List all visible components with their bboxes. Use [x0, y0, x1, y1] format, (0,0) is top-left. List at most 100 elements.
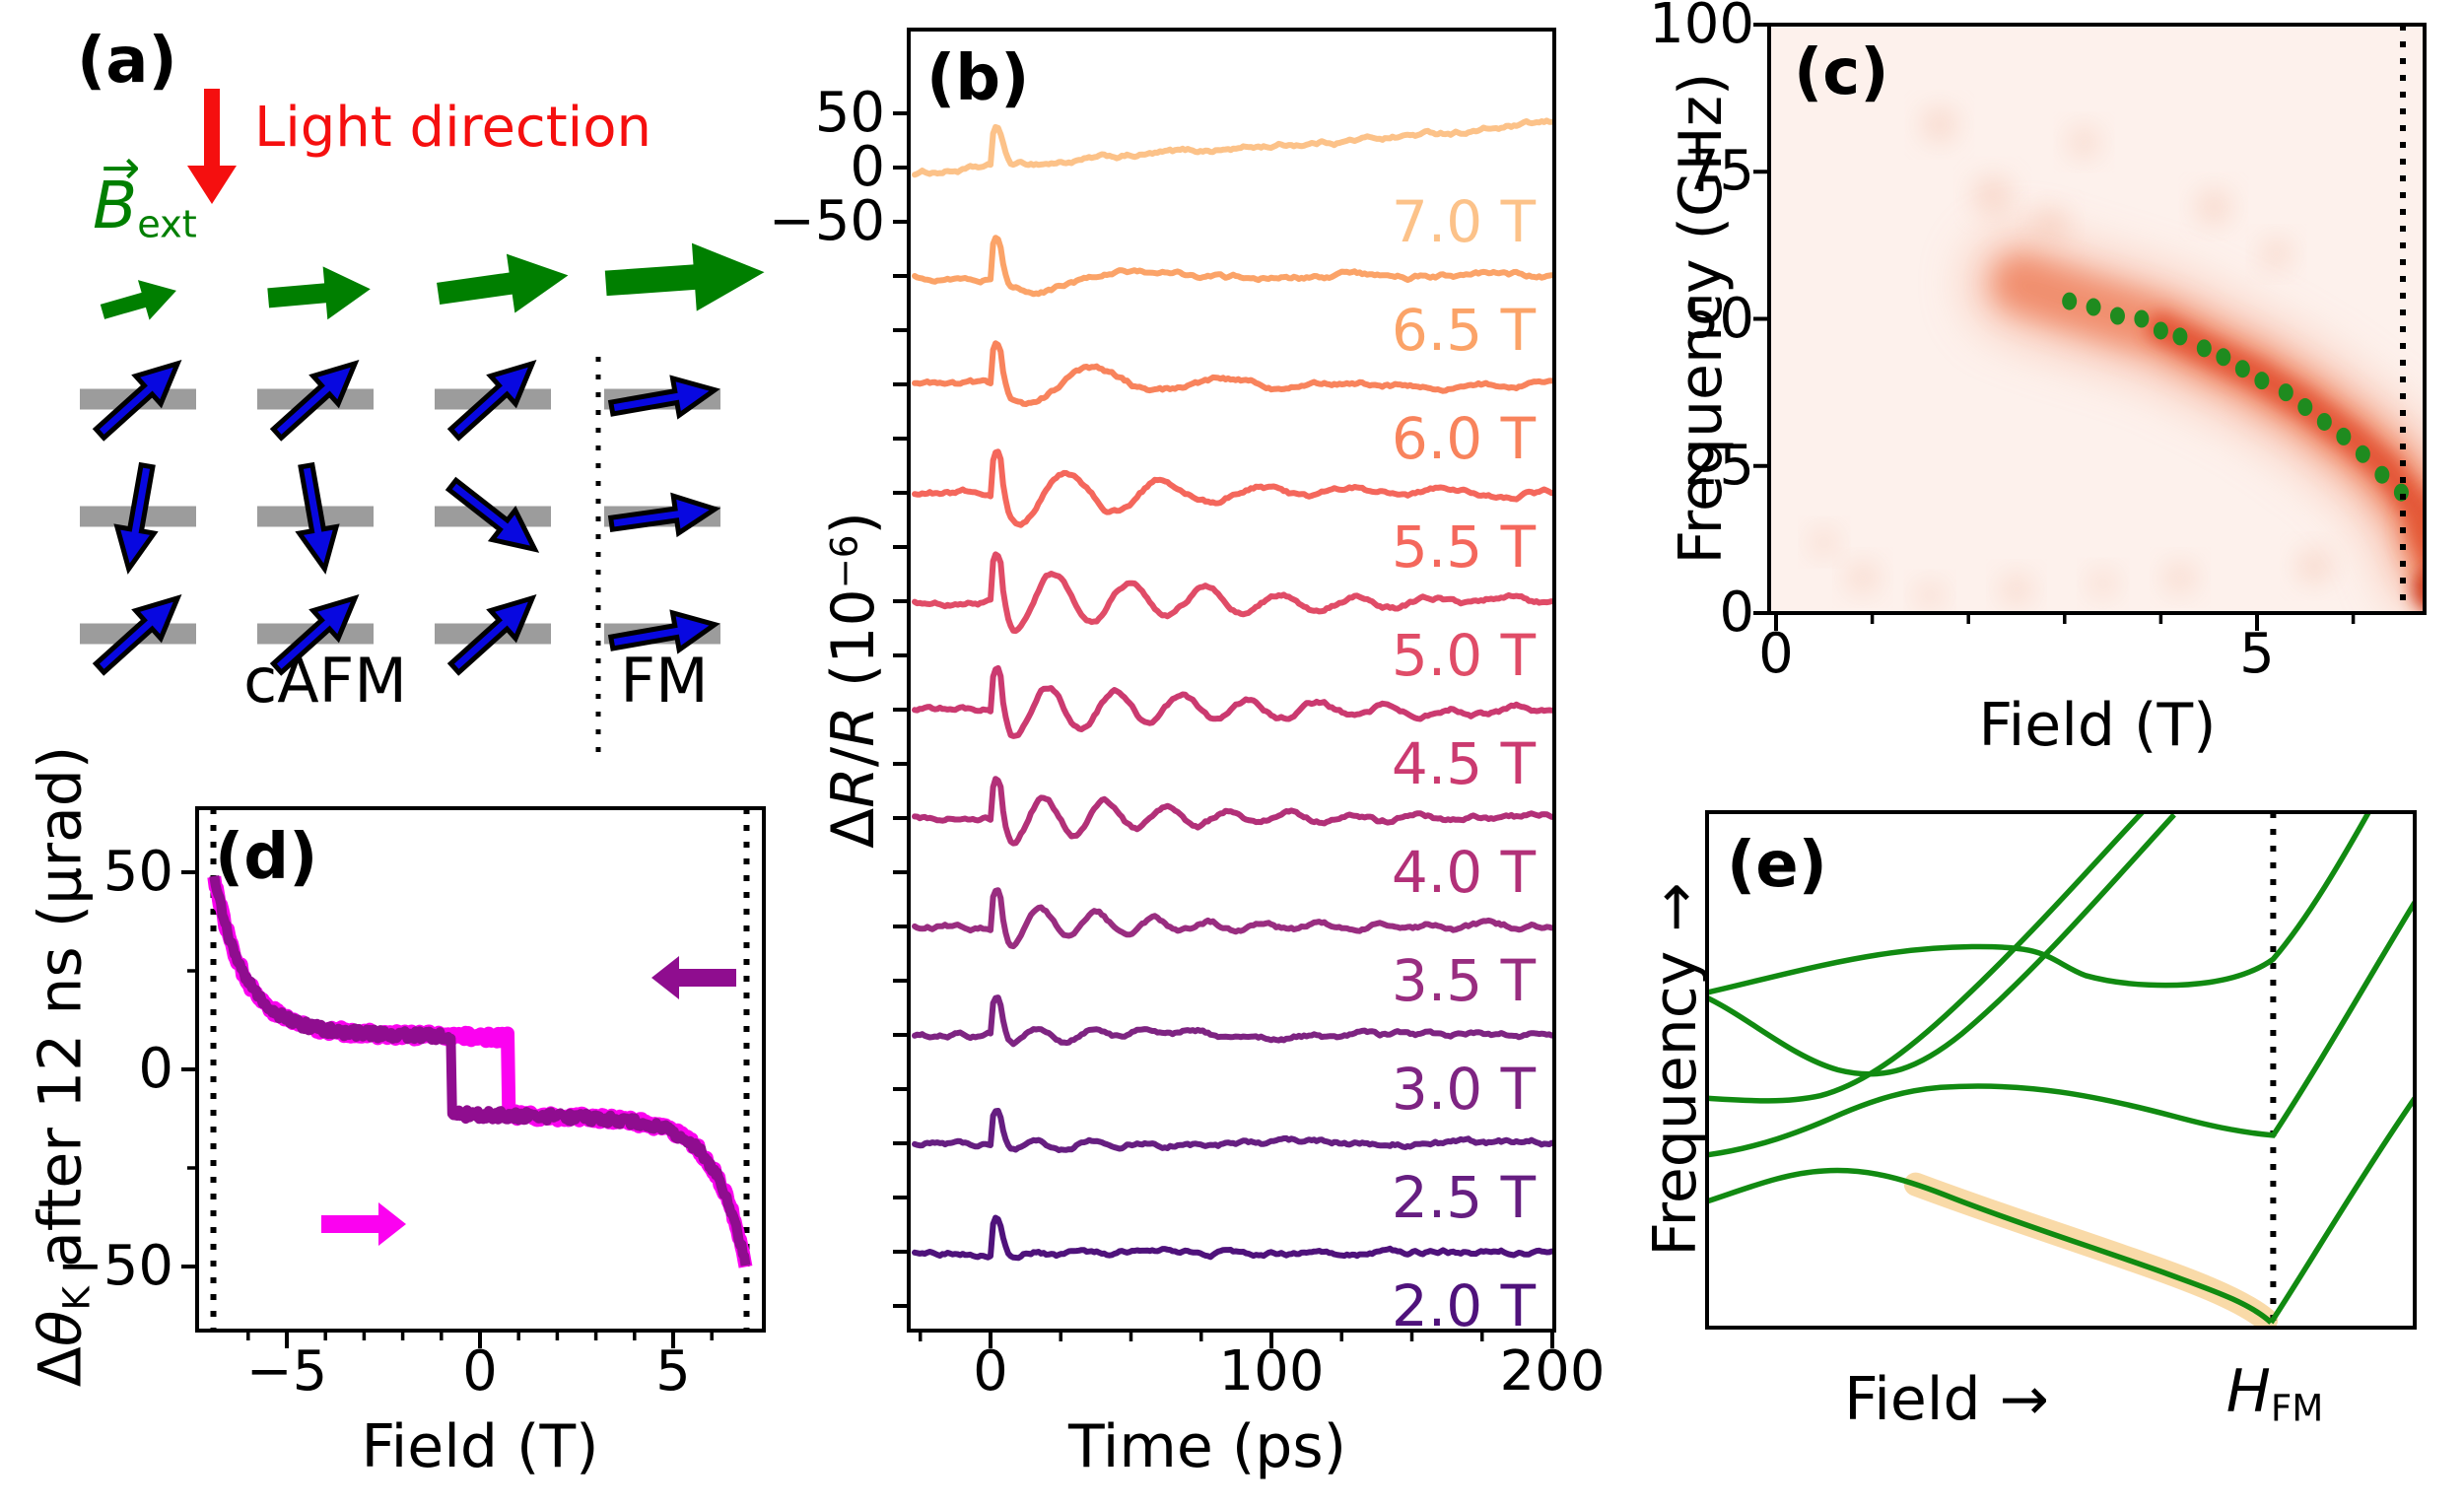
peak-dot [2153, 321, 2168, 340]
d-ytick-50: 50 [103, 840, 173, 904]
spin-arrow [92, 359, 182, 442]
panel-b-label: (b) [926, 42, 1030, 115]
panel-a-label: (a) [77, 25, 177, 98]
peak-dot [2134, 309, 2150, 328]
spin-arrow [269, 593, 360, 676]
panel-c-label: (c) [1794, 36, 1889, 109]
spin-arrow [607, 609, 720, 654]
trace-4.0 T [912, 776, 1552, 847]
magnon-branch-2 [1709, 814, 2145, 1104]
spin-arrow [113, 461, 159, 575]
hysteresis-sweep-up [207, 875, 753, 1268]
d-xtick-5: 5 [655, 1339, 691, 1404]
peak-dot [2336, 427, 2352, 445]
bext-green-arrow-0 [100, 280, 176, 320]
trace-2.5 T [912, 1108, 1552, 1153]
magnon-branch-0 [1709, 814, 2371, 995]
spin-arrow [269, 359, 360, 442]
sweep-up-arrow [321, 1202, 406, 1246]
light-direction-label: Light direction [254, 96, 651, 160]
magnon-branch-5 [2268, 1096, 2413, 1325]
trace-3.0 T [912, 994, 1552, 1048]
peak-dot [2254, 372, 2270, 390]
peak-dot [2086, 298, 2101, 316]
b-trace-label-2: 6.0 T [1391, 405, 1536, 472]
panel-e-label: (e) [1727, 829, 1827, 902]
b-ytick-1: 0 [850, 135, 885, 199]
panel-e-schematic [1705, 810, 2417, 1330]
d-xtick-0: 0 [462, 1339, 498, 1404]
c-ytick-100: 100 [1649, 0, 1754, 56]
c-xlabel: Field (T) [1978, 691, 2217, 760]
b-xtick-2: 200 [1499, 1339, 1606, 1404]
magnon-branch-1 [1709, 814, 2176, 1077]
peak-dot [2062, 292, 2078, 310]
trace-7.0 T [912, 117, 1552, 178]
b-ylabel: ΔR/R (10−6) [819, 512, 888, 849]
spin-arrow [607, 492, 721, 538]
d-ytick--50: −50 [56, 1234, 173, 1298]
peak-dot [2297, 398, 2313, 417]
d-ytick-0: 0 [138, 1037, 173, 1101]
bext-green-arrow-3 [604, 242, 765, 311]
magnon-branch-3 [1709, 901, 2413, 1158]
b-trace-label-6: 4.0 T [1391, 839, 1536, 906]
trace-5.0 T [912, 551, 1552, 635]
peak-dot [2234, 360, 2250, 378]
panel-a-diagram [80, 89, 765, 757]
c-ytick-25: 25 [1683, 433, 1754, 498]
b-trace-label-10: 2.0 T [1391, 1272, 1536, 1339]
spin-arrow [92, 593, 182, 676]
hfm-label: HFM [2225, 1357, 2324, 1430]
hysteresis-sweep-down [209, 875, 751, 1267]
peak-dot [2196, 339, 2212, 358]
b-ytick-2: −50 [768, 189, 885, 253]
b-trace-label-3: 5.5 T [1391, 514, 1536, 581]
peak-dot [2316, 412, 2332, 431]
spin-arrow [445, 476, 540, 553]
trace-4.5 T [912, 664, 1552, 739]
magnon-branch-4 [1709, 1167, 2274, 1325]
cafm-label: cAFM [243, 645, 407, 717]
trace-6.5 T [912, 235, 1552, 298]
b-trace-label-0: 7.0 T [1391, 188, 1536, 255]
c-xtick-5: 5 [2239, 622, 2275, 686]
c-ytick-0: 0 [1719, 581, 1754, 645]
b-trace-label-9: 2.5 T [1391, 1164, 1536, 1231]
c-xtick-0: 0 [1758, 622, 1794, 686]
vector-arrow-icon: → [101, 140, 141, 195]
trace-2.0 T [912, 1214, 1552, 1262]
panel-d-label: (d) [215, 821, 318, 894]
d-xtick--5: −5 [245, 1339, 328, 1404]
b-ytick-0: 50 [814, 81, 885, 145]
b-xtick-0: 0 [973, 1339, 1008, 1404]
b-trace-label-5: 4.5 T [1391, 730, 1536, 797]
b-xlabel: Time (ps) [1067, 1412, 1347, 1481]
b-trace-label-8: 3.0 T [1391, 1056, 1536, 1123]
b-trace-label-1: 6.5 T [1391, 297, 1536, 364]
trace-6.0 T [912, 340, 1552, 407]
d-xlabel: Field (T) [361, 1412, 599, 1481]
panel-c-heatmap [1753, 23, 2427, 631]
c-ytick-75: 75 [1683, 139, 1754, 204]
right-arrow-icon: → [1999, 1365, 2049, 1434]
b-trace-label-4: 5.0 T [1391, 622, 1536, 689]
e-xlabel: Field → [1844, 1365, 2049, 1434]
b-trace-label-7: 3.5 T [1391, 947, 1536, 1014]
peak-dot [2109, 307, 2125, 325]
up-arrow-icon: → [1641, 882, 1710, 932]
spin-arrow [607, 375, 720, 420]
sweep-down-arrow [651, 956, 736, 999]
peak-dot [2216, 348, 2231, 367]
b-ext-label: → Bext [93, 140, 197, 247]
b-xtick-1: 100 [1218, 1339, 1325, 1404]
spin-arrow [446, 359, 537, 442]
bext-green-arrow-2 [437, 253, 569, 313]
trace-5.5 T [912, 448, 1552, 528]
bext-green-arrow-1 [267, 266, 371, 320]
panel-d-hysteresis [181, 806, 766, 1348]
e-ylabel: Frequency → [1641, 882, 1710, 1257]
spin-arrow [446, 593, 537, 676]
